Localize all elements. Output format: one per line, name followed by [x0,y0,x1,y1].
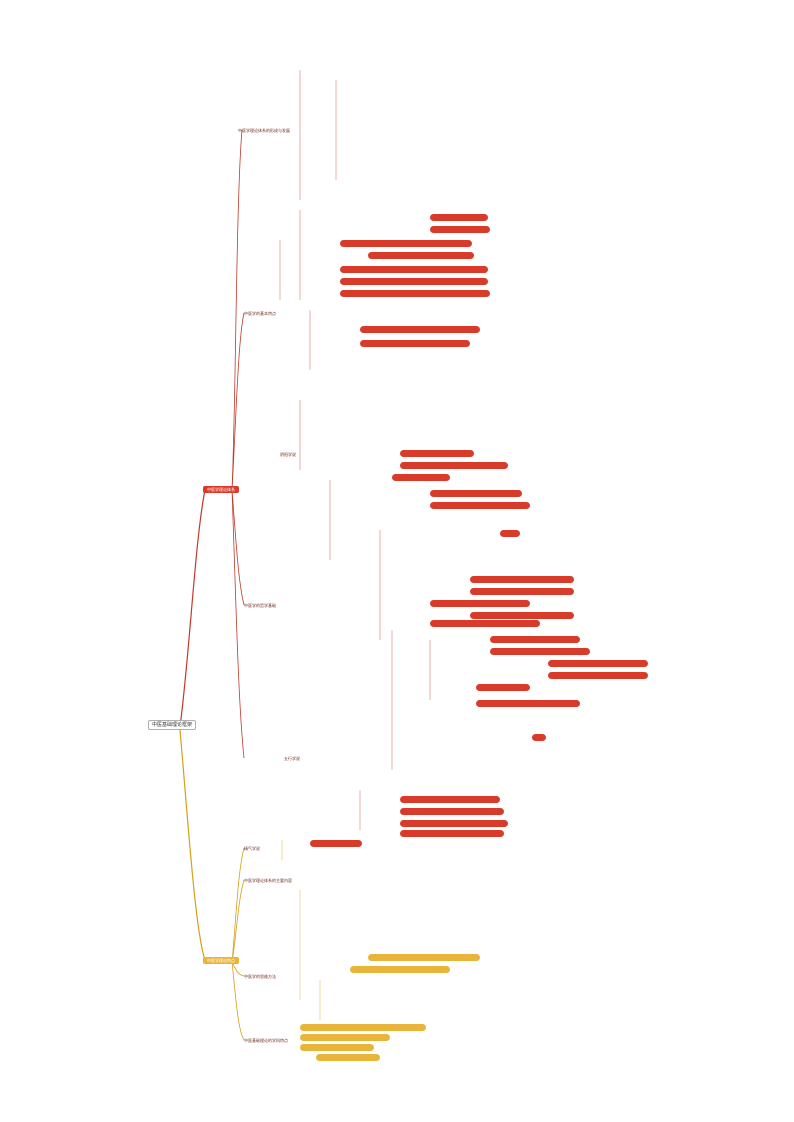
section-formation[interactable]: 中医学理论体系的形成与发展 [238,128,290,133]
section-content[interactable]: 中医学理论体系的主要内容 [244,878,292,883]
branch-red-3 [231,489,245,606]
leaf-node[interactable] [360,326,480,333]
leaf-node[interactable] [340,240,472,247]
leaf-node[interactable] [430,600,530,607]
leaf-node[interactable] [360,340,470,347]
leaf-node[interactable] [470,588,574,595]
leaf-node[interactable] [500,530,520,537]
branch-theory-features[interactable]: 中医学理论特点 [203,957,239,964]
section-yinyang[interactable]: 阴阳学说 [280,452,296,457]
leaf-node[interactable] [430,226,490,233]
leaf-node[interactable] [400,462,508,469]
branch-org-3 [231,961,245,977]
trunk-orange [179,729,206,961]
leaf-node[interactable] [400,450,474,457]
leaf-node[interactable] [430,620,540,627]
section-wuxing[interactable]: 五行学说 [284,756,300,761]
leaf-node[interactable] [400,796,500,803]
branch-red-4 [231,489,245,759]
leaf-node[interactable] [430,502,530,509]
leaf-node[interactable] [490,648,590,655]
trunk-red [179,489,206,728]
leaf-node[interactable] [532,734,546,741]
leaf-node[interactable] [392,474,450,481]
branch-org-1 [231,847,245,963]
leaf-node[interactable] [340,266,488,273]
leaf-node[interactable] [400,820,508,827]
leaf-node[interactable] [470,576,574,583]
leaf-node[interactable] [476,684,530,691]
section-thinking[interactable]: 中医学的思维方法 [244,974,276,979]
section-philosophy[interactable]: 中医学的哲学基础 [244,603,276,608]
leaf-node[interactable] [350,966,450,973]
leaf-node[interactable] [490,636,580,643]
leaf-node[interactable] [300,1024,426,1031]
root-node[interactable]: 中医基础理论框架 [148,720,197,730]
detail-lines [279,70,431,830]
section-discipline[interactable]: 中医基础理论的学科特点 [244,1038,288,1043]
leaf-node[interactable] [316,1054,380,1061]
branch-org-2 [231,879,245,963]
detail-lines-orange [281,840,321,1020]
leaf-node[interactable] [548,672,648,679]
leaf-node[interactable] [300,1044,374,1051]
branch-red-2 [231,312,245,491]
leaf-node[interactable] [476,700,580,707]
leaf-node[interactable] [340,290,490,297]
leaf-node[interactable] [430,214,488,221]
leaf-node[interactable] [470,612,574,619]
leaf-node[interactable] [340,278,488,285]
leaf-node[interactable] [310,840,362,847]
leaf-node[interactable] [548,660,648,667]
branch-theory-system[interactable]: 中医学理论体系 [203,486,239,493]
branch-red-1 [231,129,243,491]
leaf-node[interactable] [400,808,504,815]
leaf-node[interactable] [430,490,522,497]
leaf-node[interactable] [368,252,474,259]
leaf-node[interactable] [400,830,504,837]
branch-org-4 [231,961,245,1041]
leaf-node[interactable] [300,1034,390,1041]
leaf-node[interactable] [368,954,480,961]
section-jingqi[interactable]: 精气学说 [244,846,260,851]
section-basic-features[interactable]: 中医学的基本特点 [244,311,276,316]
